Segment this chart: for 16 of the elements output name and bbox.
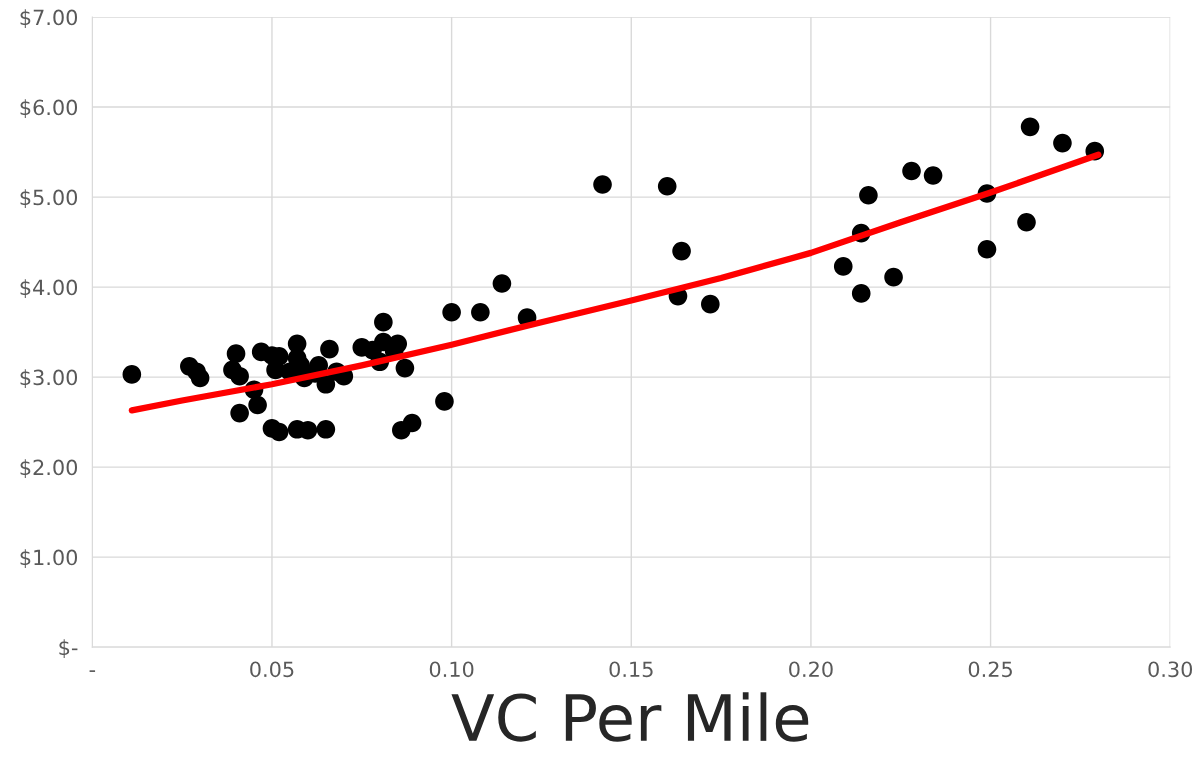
x-tick-label: 0.15 — [609, 661, 653, 678]
y-tick-label: $4.00 — [20, 279, 78, 299]
x-tick-label: 0.10 — [429, 661, 474, 678]
y-tick-label: $2.00 — [20, 459, 78, 479]
x-tick-label: 0.05 — [250, 661, 294, 678]
x-tick-label: 0.20 — [789, 661, 833, 678]
y-tick-label: $- — [59, 639, 78, 659]
x-tick-label: 0.25 — [968, 661, 1012, 678]
x-tick-label: - — [89, 670, 96, 672]
y-tick-label: $6.00 — [20, 99, 78, 119]
y-tick-label: $5.00 — [20, 189, 78, 209]
y-tick-label: $3.00 — [20, 369, 78, 389]
x-axis-title: VC Per Mile — [451, 692, 809, 742]
y-tick-label: $1.00 — [20, 549, 78, 569]
x-tick-label: 0.30 — [1148, 661, 1193, 678]
y-tick-label: $7.00 — [20, 9, 78, 29]
